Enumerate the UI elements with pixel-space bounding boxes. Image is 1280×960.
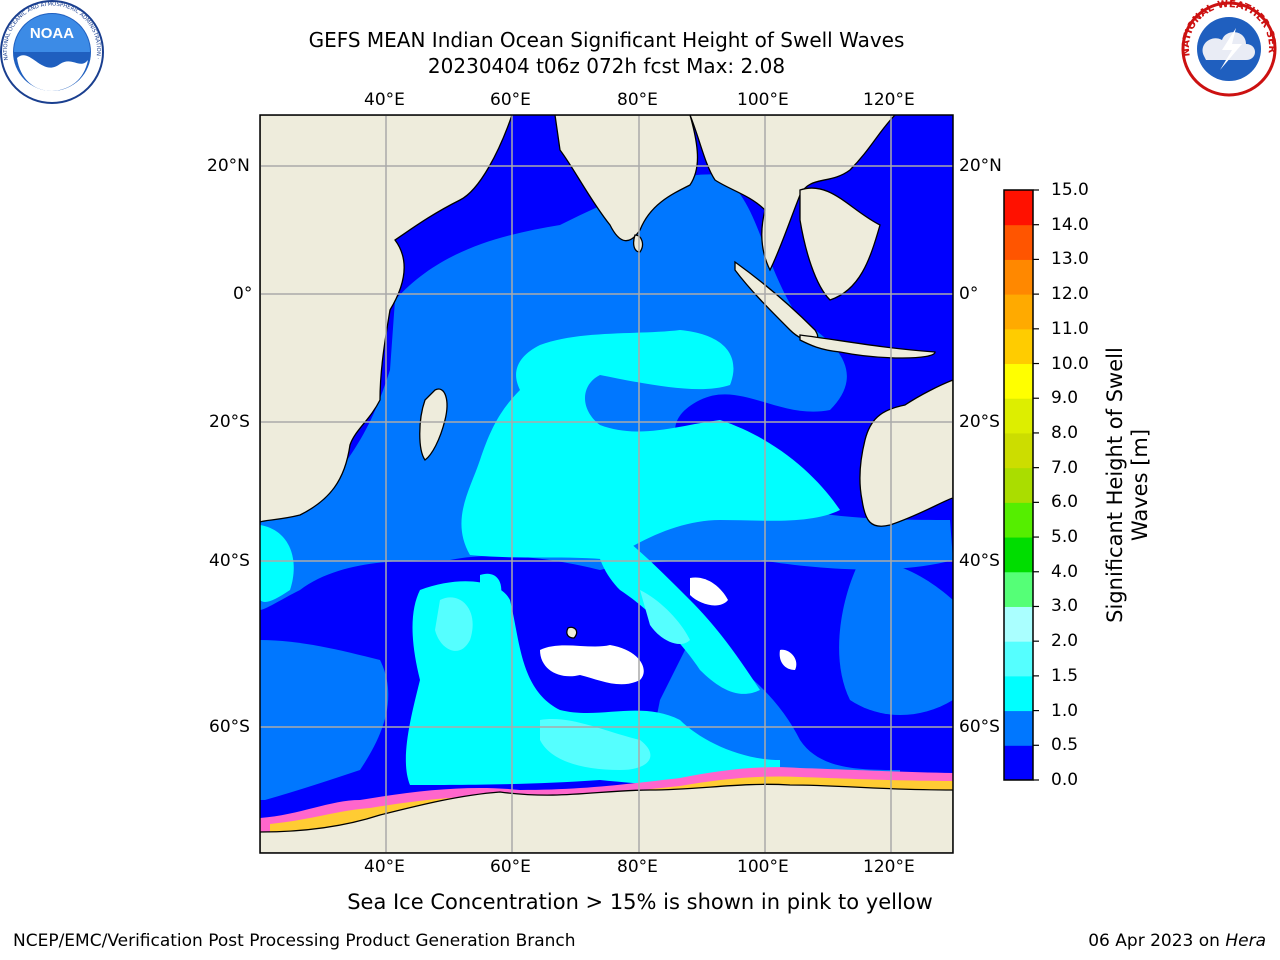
- colorbar-tick-label: 8.0: [1051, 422, 1079, 443]
- colorbar-segment: [1004, 502, 1033, 538]
- lon-tick-bottom-80e: 80°E: [617, 857, 658, 877]
- colorbar-tick-label: 7.0: [1051, 457, 1079, 478]
- colorbar-tick-label: 5.0: [1051, 527, 1079, 548]
- lat-tick-right-20n: 20°N: [959, 156, 1002, 176]
- colorbar-tick-label: 15.0: [1051, 180, 1089, 200]
- map-subtitle: 20230404 t06z 072h fcst Max: 2.08: [427, 54, 786, 78]
- footer-credit: NCEP/EMC/Verification Post Processing Pr…: [13, 931, 576, 951]
- colorbar-segment: [1004, 398, 1033, 434]
- colorbar-tick-label: 9.0: [1051, 388, 1079, 409]
- lon-tick-top-80e: 80°E: [617, 90, 658, 110]
- lat-tick-right-20s: 20°S: [959, 412, 1000, 432]
- colorbar-frame: [1003, 189, 1034, 781]
- lon-tick-bottom-100e: 100°E: [737, 857, 789, 877]
- lat-tick-left-40s: 40°S: [209, 551, 250, 571]
- colorbar-segment: [1004, 328, 1033, 365]
- colorbar: [1003, 189, 1039, 781]
- sea-ice-caption: Sea Ice Concentration > 15% is shown in …: [347, 890, 933, 914]
- colorbar-tick-label: 0.0: [1051, 770, 1079, 790]
- colorbar-segment: [1004, 606, 1033, 642]
- nws-logo-ring-text: NATIONAL WEATHER SERVICE: [0, 0, 1277, 57]
- lon-tick-top-120e: 120°E: [863, 90, 915, 110]
- noaa-logo: NOAA NATIONAL OCEANIC AND ATMOSPHERIC AD…: [0, 0, 104, 104]
- colorbar-tick-label: 14.0: [1051, 214, 1089, 235]
- lon-tick-bottom-120e: 120°E: [863, 857, 915, 877]
- footer-host: Hera: [1225, 931, 1266, 951]
- colorbar-segment: [1004, 363, 1033, 399]
- colorbar-title: Significant Height of Swell Waves [m]: [1103, 305, 1153, 665]
- lat-tick-left-0: 0°: [233, 284, 253, 304]
- colorbar-tick-label: 0.5: [1051, 735, 1079, 756]
- graticule: [260, 115, 953, 853]
- colorbar-tick-label: 3.0: [1051, 596, 1079, 617]
- map-frame: [259, 114, 954, 854]
- colorbar-tick-label: 1.5: [1051, 665, 1079, 686]
- lat-tick-right-0: 0°: [959, 284, 979, 304]
- colorbar-tick-label: 2.0: [1051, 631, 1079, 652]
- no-data-patches: [540, 577, 797, 685]
- map-area: [260, 115, 953, 853]
- lon-tick-bottom-40e: 40°E: [364, 857, 405, 877]
- colorbar-tick-label: 12.0: [1051, 284, 1089, 305]
- colorbar-segment: [1004, 432, 1033, 469]
- colorbar-segment: [1004, 710, 1033, 746]
- lat-tick-left-20n: 20°N: [207, 156, 250, 176]
- lat-tick-right-60s: 60°S: [959, 717, 1000, 737]
- colorbar-segment: [1004, 259, 1033, 295]
- colorbar-segment: [1004, 641, 1033, 677]
- footer-date: 06 Apr 2023 on Hera: [1088, 931, 1266, 951]
- lon-tick-top-40e: 40°E: [364, 90, 405, 110]
- lat-tick-right-40s: 40°S: [959, 551, 1000, 571]
- lon-tick-top-60e: 60°E: [490, 90, 531, 110]
- colorbar-tick-label: 11.0: [1051, 318, 1089, 339]
- colorbar-segment: [1004, 294, 1033, 330]
- colorbar-tick-label: 4.0: [1051, 561, 1079, 582]
- lon-tick-top-100e: 100°E: [737, 90, 789, 110]
- colorbar-segment: [1004, 467, 1033, 503]
- colorbar-segment: [1004, 745, 1033, 781]
- lon-tick-bottom-60e: 60°E: [490, 857, 531, 877]
- lat-tick-left-20s: 20°S: [209, 412, 250, 432]
- colorbar-title-line2: Waves [m]: [1128, 428, 1152, 542]
- swell-band-1-0: [260, 330, 840, 790]
- colorbar-segment: [1004, 537, 1033, 573]
- map-title: GEFS MEAN Indian Ocean Significant Heigh…: [308, 28, 905, 52]
- colorbar-tick-label: 13.0: [1051, 249, 1089, 270]
- colorbar-segment: [1004, 190, 1033, 226]
- footer-date-text: 06 Apr 2023 on: [1088, 931, 1226, 951]
- colorbar-segment: [1004, 571, 1033, 607]
- lat-tick-left-60s: 60°S: [209, 717, 250, 737]
- swell-band-1-5: [435, 590, 690, 770]
- colorbar-tick-label: 10.0: [1051, 353, 1089, 374]
- colorbar-segment: [1004, 675, 1033, 712]
- colorbar-segment: [1004, 224, 1033, 260]
- colorbar-title-line1: Significant Height of Swell: [1103, 347, 1127, 623]
- nws-logo: NATIONAL WEATHER SERVICE: [0, 0, 1277, 97]
- noaa-logo-text: NOAA: [30, 25, 74, 42]
- colorbar-tick-label: 6.0: [1051, 492, 1079, 513]
- colorbar-tick-label: 1.0: [1051, 700, 1079, 721]
